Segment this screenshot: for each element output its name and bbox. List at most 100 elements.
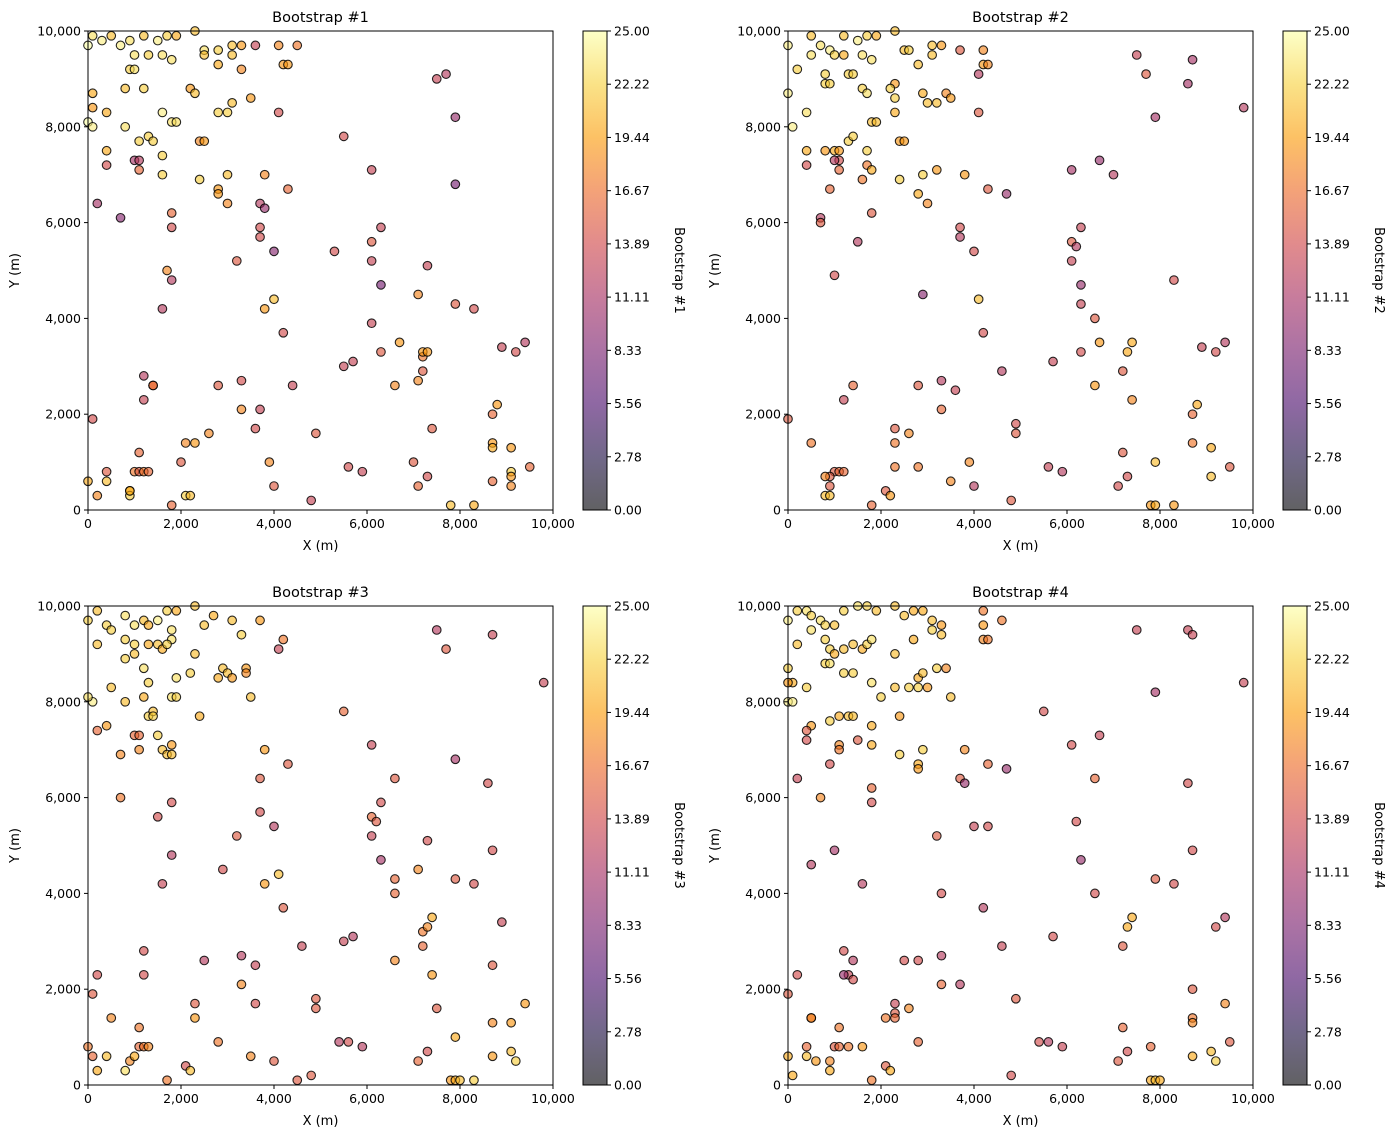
colorbar-label: Bootstrap #3	[671, 802, 686, 889]
y-tick-label: 8,000	[45, 119, 81, 134]
data-point	[283, 184, 293, 194]
data-point	[138, 946, 149, 956]
colorbar-tick-label: 2.78	[614, 1024, 642, 1039]
data-point	[376, 280, 386, 290]
data-point	[848, 711, 858, 722]
data-point	[890, 1013, 900, 1023]
x-tick-label: 2,000	[863, 516, 899, 531]
data-point	[450, 874, 461, 884]
data-point	[866, 797, 877, 808]
data-point	[171, 605, 182, 616]
data-point	[259, 878, 270, 889]
data-point	[185, 490, 196, 501]
data-point	[450, 112, 461, 123]
data-point	[922, 97, 933, 108]
data-point	[413, 864, 424, 875]
data-point	[292, 40, 303, 51]
plot-frame	[787, 605, 1254, 1086]
points-layer	[783, 26, 1249, 511]
data-point	[871, 117, 882, 127]
data-point	[983, 759, 993, 769]
data-point	[1094, 337, 1105, 348]
y-tick-label: 4,000	[45, 886, 81, 901]
colorbar: 0.00 2.78 5.56 8.33 11.11 13.89 16.67 19.44 22.2…	[1282, 599, 1386, 1093]
data-point	[227, 615, 237, 626]
data-point	[1001, 189, 1012, 199]
data-point	[166, 54, 177, 65]
data-point	[815, 40, 826, 51]
data-point	[417, 941, 428, 951]
data-point	[236, 629, 247, 640]
data-point	[129, 639, 140, 650]
data-point	[997, 366, 1007, 376]
data-point	[376, 222, 386, 233]
data-point	[848, 69, 858, 79]
colorbar-tick-label: 0.00	[1314, 1078, 1342, 1093]
data-point	[208, 610, 219, 621]
data-point	[964, 457, 975, 467]
data-point	[450, 299, 461, 309]
colorbar-tick-label: 0.00	[614, 503, 642, 518]
data-point	[824, 716, 835, 726]
y-tick-label: 10,000	[37, 24, 81, 39]
data-point	[92, 198, 103, 209]
data-point	[1071, 241, 1082, 252]
data-point	[497, 917, 507, 927]
data-point	[366, 740, 377, 750]
data-point	[506, 442, 517, 453]
data-point	[1220, 998, 1230, 1009]
plot-area	[88, 606, 553, 1085]
y-axis-label: Y (m)	[708, 828, 723, 864]
data-point	[983, 184, 993, 194]
data-point	[866, 783, 877, 793]
data-point	[213, 45, 224, 56]
data-point	[1210, 922, 1221, 932]
data-point	[913, 59, 924, 70]
data-point	[913, 955, 924, 966]
data-point	[959, 169, 970, 180]
plot-area	[788, 31, 1253, 510]
data-point	[269, 481, 279, 491]
data-point	[236, 64, 247, 75]
data-point	[245, 93, 256, 103]
data-point	[87, 88, 98, 99]
x-tick-label: 4,000	[256, 516, 292, 531]
colorbar-tick-label: 13.89	[614, 811, 650, 826]
data-point	[931, 663, 942, 674]
data-point	[1131, 50, 1142, 60]
data-point	[166, 740, 177, 750]
data-point	[390, 955, 400, 966]
chart-title: Bootstrap #2	[972, 10, 1069, 26]
data-point	[1150, 457, 1161, 467]
data-point	[969, 821, 979, 832]
data-point	[162, 605, 172, 616]
data-point	[838, 644, 849, 654]
data-point	[120, 121, 131, 132]
colorbar-tick-label: 16.67	[614, 183, 650, 198]
y-tick-label: 0	[773, 1078, 781, 1093]
colorbar-frame	[1282, 605, 1308, 1086]
colorbar-tick-label: 11.11	[1314, 865, 1350, 880]
data-point	[487, 1051, 498, 1062]
data-point	[101, 145, 112, 156]
data-point	[1169, 275, 1179, 285]
data-point	[955, 222, 965, 233]
data-point	[1169, 500, 1179, 511]
data-point	[806, 438, 817, 448]
data-point	[1117, 447, 1128, 458]
data-point	[273, 40, 284, 51]
data-point	[806, 859, 817, 870]
data-point	[890, 649, 900, 659]
data-point	[997, 941, 1007, 951]
data-point	[129, 1051, 140, 1062]
data-point	[487, 845, 498, 856]
colorbar-tick-label: 11.11	[1314, 290, 1350, 305]
data-point	[1238, 677, 1249, 688]
data-point	[115, 40, 126, 51]
x-tick-label: 8,000	[442, 516, 478, 531]
data-point	[899, 610, 910, 621]
colorbar-tick-label: 25.00	[1314, 24, 1350, 39]
data-point	[138, 663, 149, 674]
data-point	[92, 639, 103, 650]
data-point	[848, 639, 858, 650]
